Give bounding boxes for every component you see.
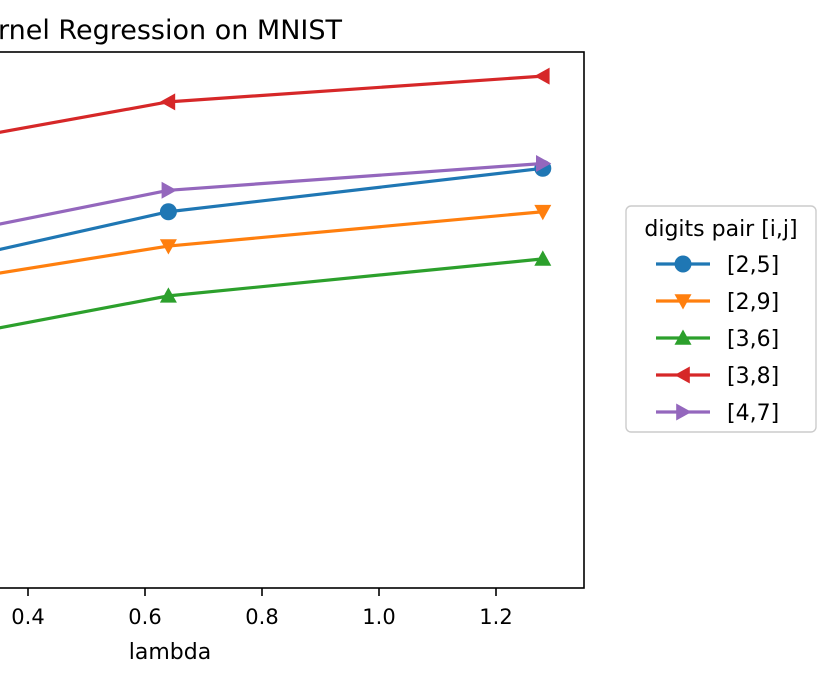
x-tick-label-4: 1.2 bbox=[479, 605, 512, 629]
legend-label-3: [3,8] bbox=[727, 364, 779, 389]
x-tick-label-3: 1.0 bbox=[362, 605, 395, 629]
legend-label-0: [2,5] bbox=[727, 253, 779, 278]
legend-label-2: [3,6] bbox=[727, 327, 779, 352]
legend-marker-0 bbox=[674, 255, 692, 273]
series-point-3-2 bbox=[534, 67, 550, 85]
legend-label-4: [4,7] bbox=[727, 401, 779, 426]
legend-marker-4 bbox=[676, 403, 692, 421]
series-point-3-1 bbox=[159, 93, 176, 111]
x-tick-label-2: 0.8 bbox=[245, 605, 278, 629]
series-point-1-2 bbox=[534, 204, 552, 221]
series-line-0 bbox=[0, 166, 543, 251]
series-point-2-1 bbox=[159, 287, 177, 303]
legend-marker-3 bbox=[674, 366, 690, 384]
series-point-2-2 bbox=[534, 250, 552, 266]
series-point-4-1 bbox=[161, 181, 177, 199]
x-axis-label: lambda bbox=[129, 640, 211, 665]
chart-title: rnel Regression on MNIST bbox=[0, 15, 343, 46]
legend-marker-2 bbox=[674, 329, 692, 345]
legend-label-1: [2,9] bbox=[727, 290, 779, 315]
x-axis: 0.4 0.6 0.8 1.0 1.2 bbox=[11, 588, 513, 629]
legend-title: digits pair [i,j] bbox=[644, 217, 797, 242]
legend-entries: [2,5] [2,9] [3,6] [3,8] [4,7] bbox=[656, 253, 779, 426]
x-tick-label-0: 0.4 bbox=[11, 605, 44, 629]
series-point-0-1 bbox=[159, 203, 177, 221]
legend: digits pair [i,j] [2,5] [2,9] [3,6] [3,8] [4… bbox=[625, 205, 817, 433]
plot-area bbox=[0, 67, 552, 330]
series-line-3 bbox=[0, 74, 543, 134]
series-point-4-2 bbox=[536, 154, 552, 172]
x-tick-label-1: 0.6 bbox=[128, 605, 161, 629]
series-point-1-1 bbox=[159, 239, 177, 255]
legend-marker-1 bbox=[674, 294, 692, 310]
series-line-2 bbox=[0, 257, 543, 330]
axes-frame bbox=[0, 51, 585, 589]
